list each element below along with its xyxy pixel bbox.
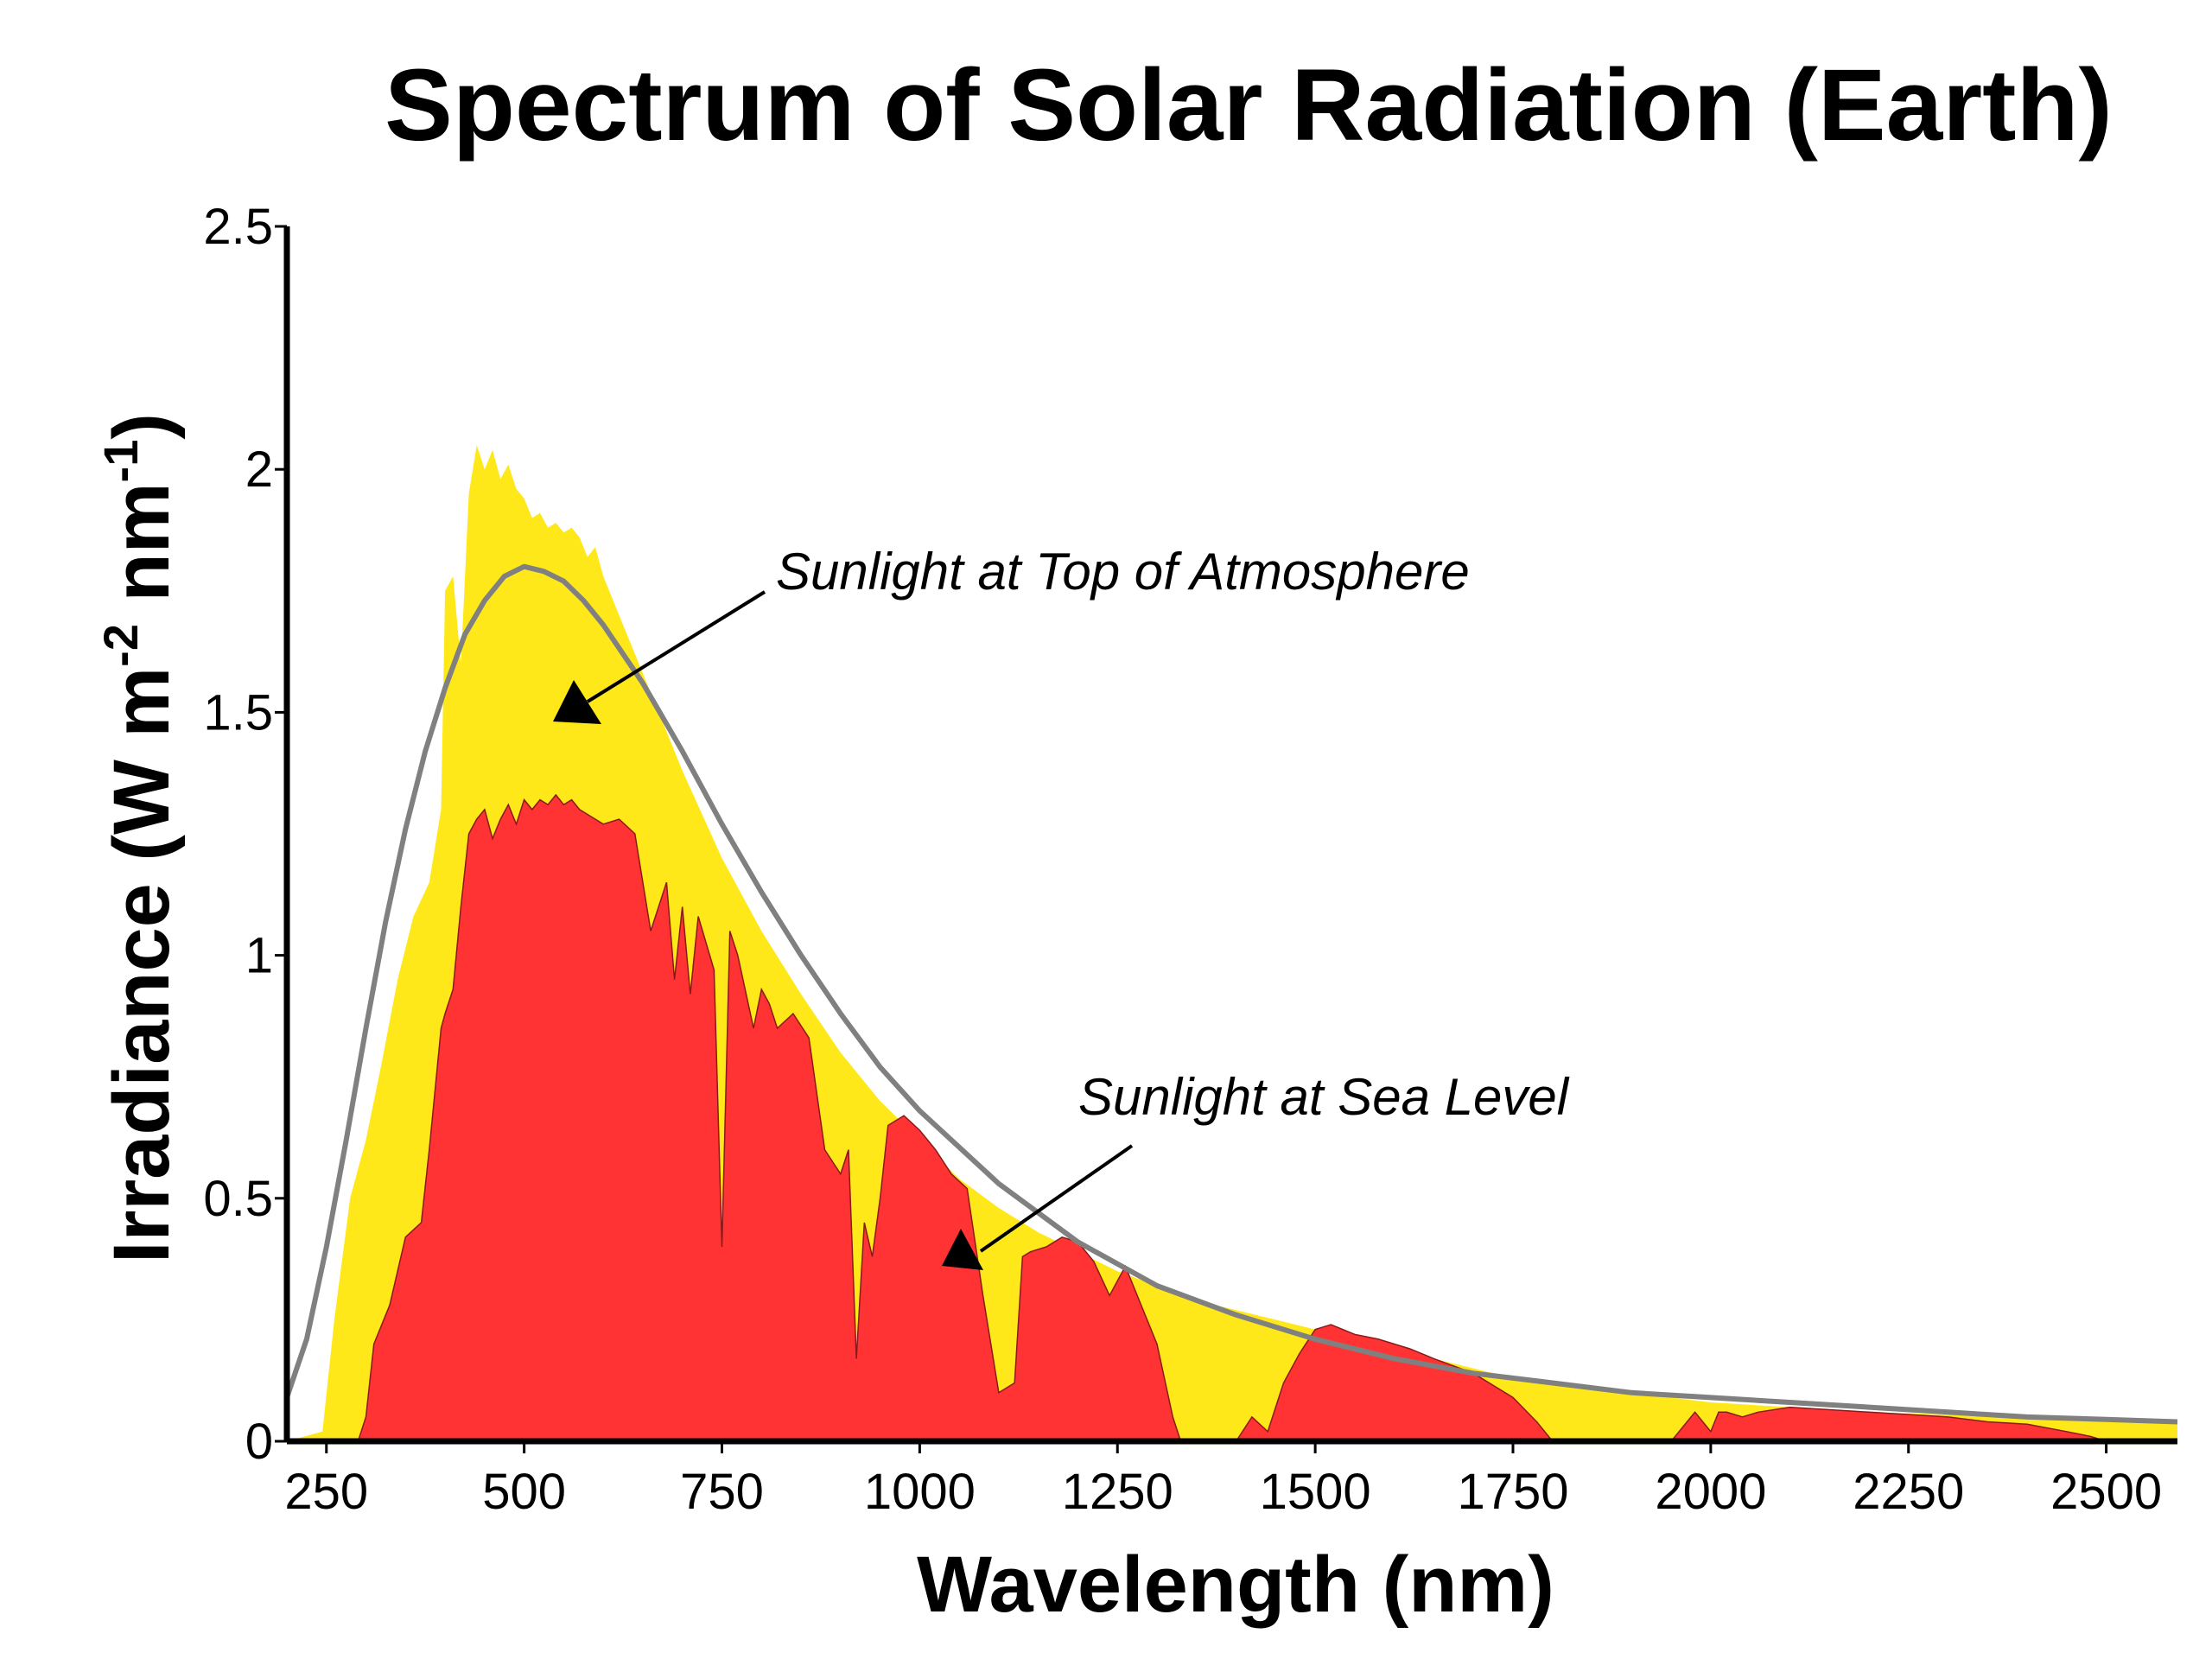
- x-tick-label: 2500: [2050, 1464, 2162, 1520]
- y-tick-label: 1.5: [203, 684, 273, 741]
- x-tick-label: 750: [680, 1464, 764, 1520]
- x-tick-label: 1000: [864, 1464, 976, 1520]
- x-tick-label: 2000: [1655, 1464, 1766, 1520]
- y-tick-label: 0.5: [203, 1171, 273, 1227]
- annotation-top-of-atmosphere-text: Sunlight at Top of Atmosphere: [776, 543, 1470, 601]
- x-tick-label: 250: [284, 1464, 368, 1520]
- y-axis-label-sup2: -1: [93, 440, 148, 483]
- y-tick-label: 2: [245, 442, 273, 498]
- y-axis-ticks: 0 0.5 1 1.5 2 2.5: [203, 199, 287, 1470]
- y-axis-label-mid: nm: [98, 482, 186, 624]
- annotation-sea-level-text: Sunlight at Sea Level: [1078, 1068, 1570, 1126]
- blackbody-curve: [284, 563, 2178, 1425]
- x-tick-label: 1750: [1457, 1464, 1568, 1520]
- x-tick-label: 1500: [1260, 1464, 1371, 1520]
- x-tick-label: 500: [482, 1464, 566, 1520]
- y-tick-label: 2.5: [203, 199, 273, 255]
- x-tick-label: 2250: [1853, 1464, 1964, 1520]
- annotation-sea-level-arrow-line: [979, 1144, 1134, 1253]
- annotation-top-of-atmosphere-arrow-line: [586, 590, 766, 703]
- y-axis-label-main: Irradiance (W m: [98, 667, 186, 1263]
- y-tick-label: 1: [245, 928, 273, 984]
- y-axis-label-end: ): [98, 413, 186, 440]
- y-axis-label: Irradiance (W m-2 nm-1): [93, 413, 186, 1263]
- annotation-sea-level-arrowhead: [942, 1229, 983, 1270]
- x-axis-ticks: 250 500 750 1000 1250 1500 1750 2000 2250 2500: [284, 1441, 2162, 1520]
- x-axis-label: Wavelength (nm): [917, 1541, 1554, 1629]
- annotation-top-of-atmosphere: Sunlight at Top of Atmosphere: [553, 543, 1470, 724]
- annotation-top-of-atmosphere-arrowhead: [553, 680, 601, 724]
- chart-title: Spectrum of Solar Radiation (Earth): [385, 48, 2113, 162]
- y-axis-label-sup1: -2: [93, 624, 148, 667]
- y-tick-label: 0: [245, 1414, 273, 1470]
- annotation-sea-level: Sunlight at Sea Level: [942, 1068, 1570, 1270]
- x-tick-label: 1250: [1062, 1464, 1173, 1520]
